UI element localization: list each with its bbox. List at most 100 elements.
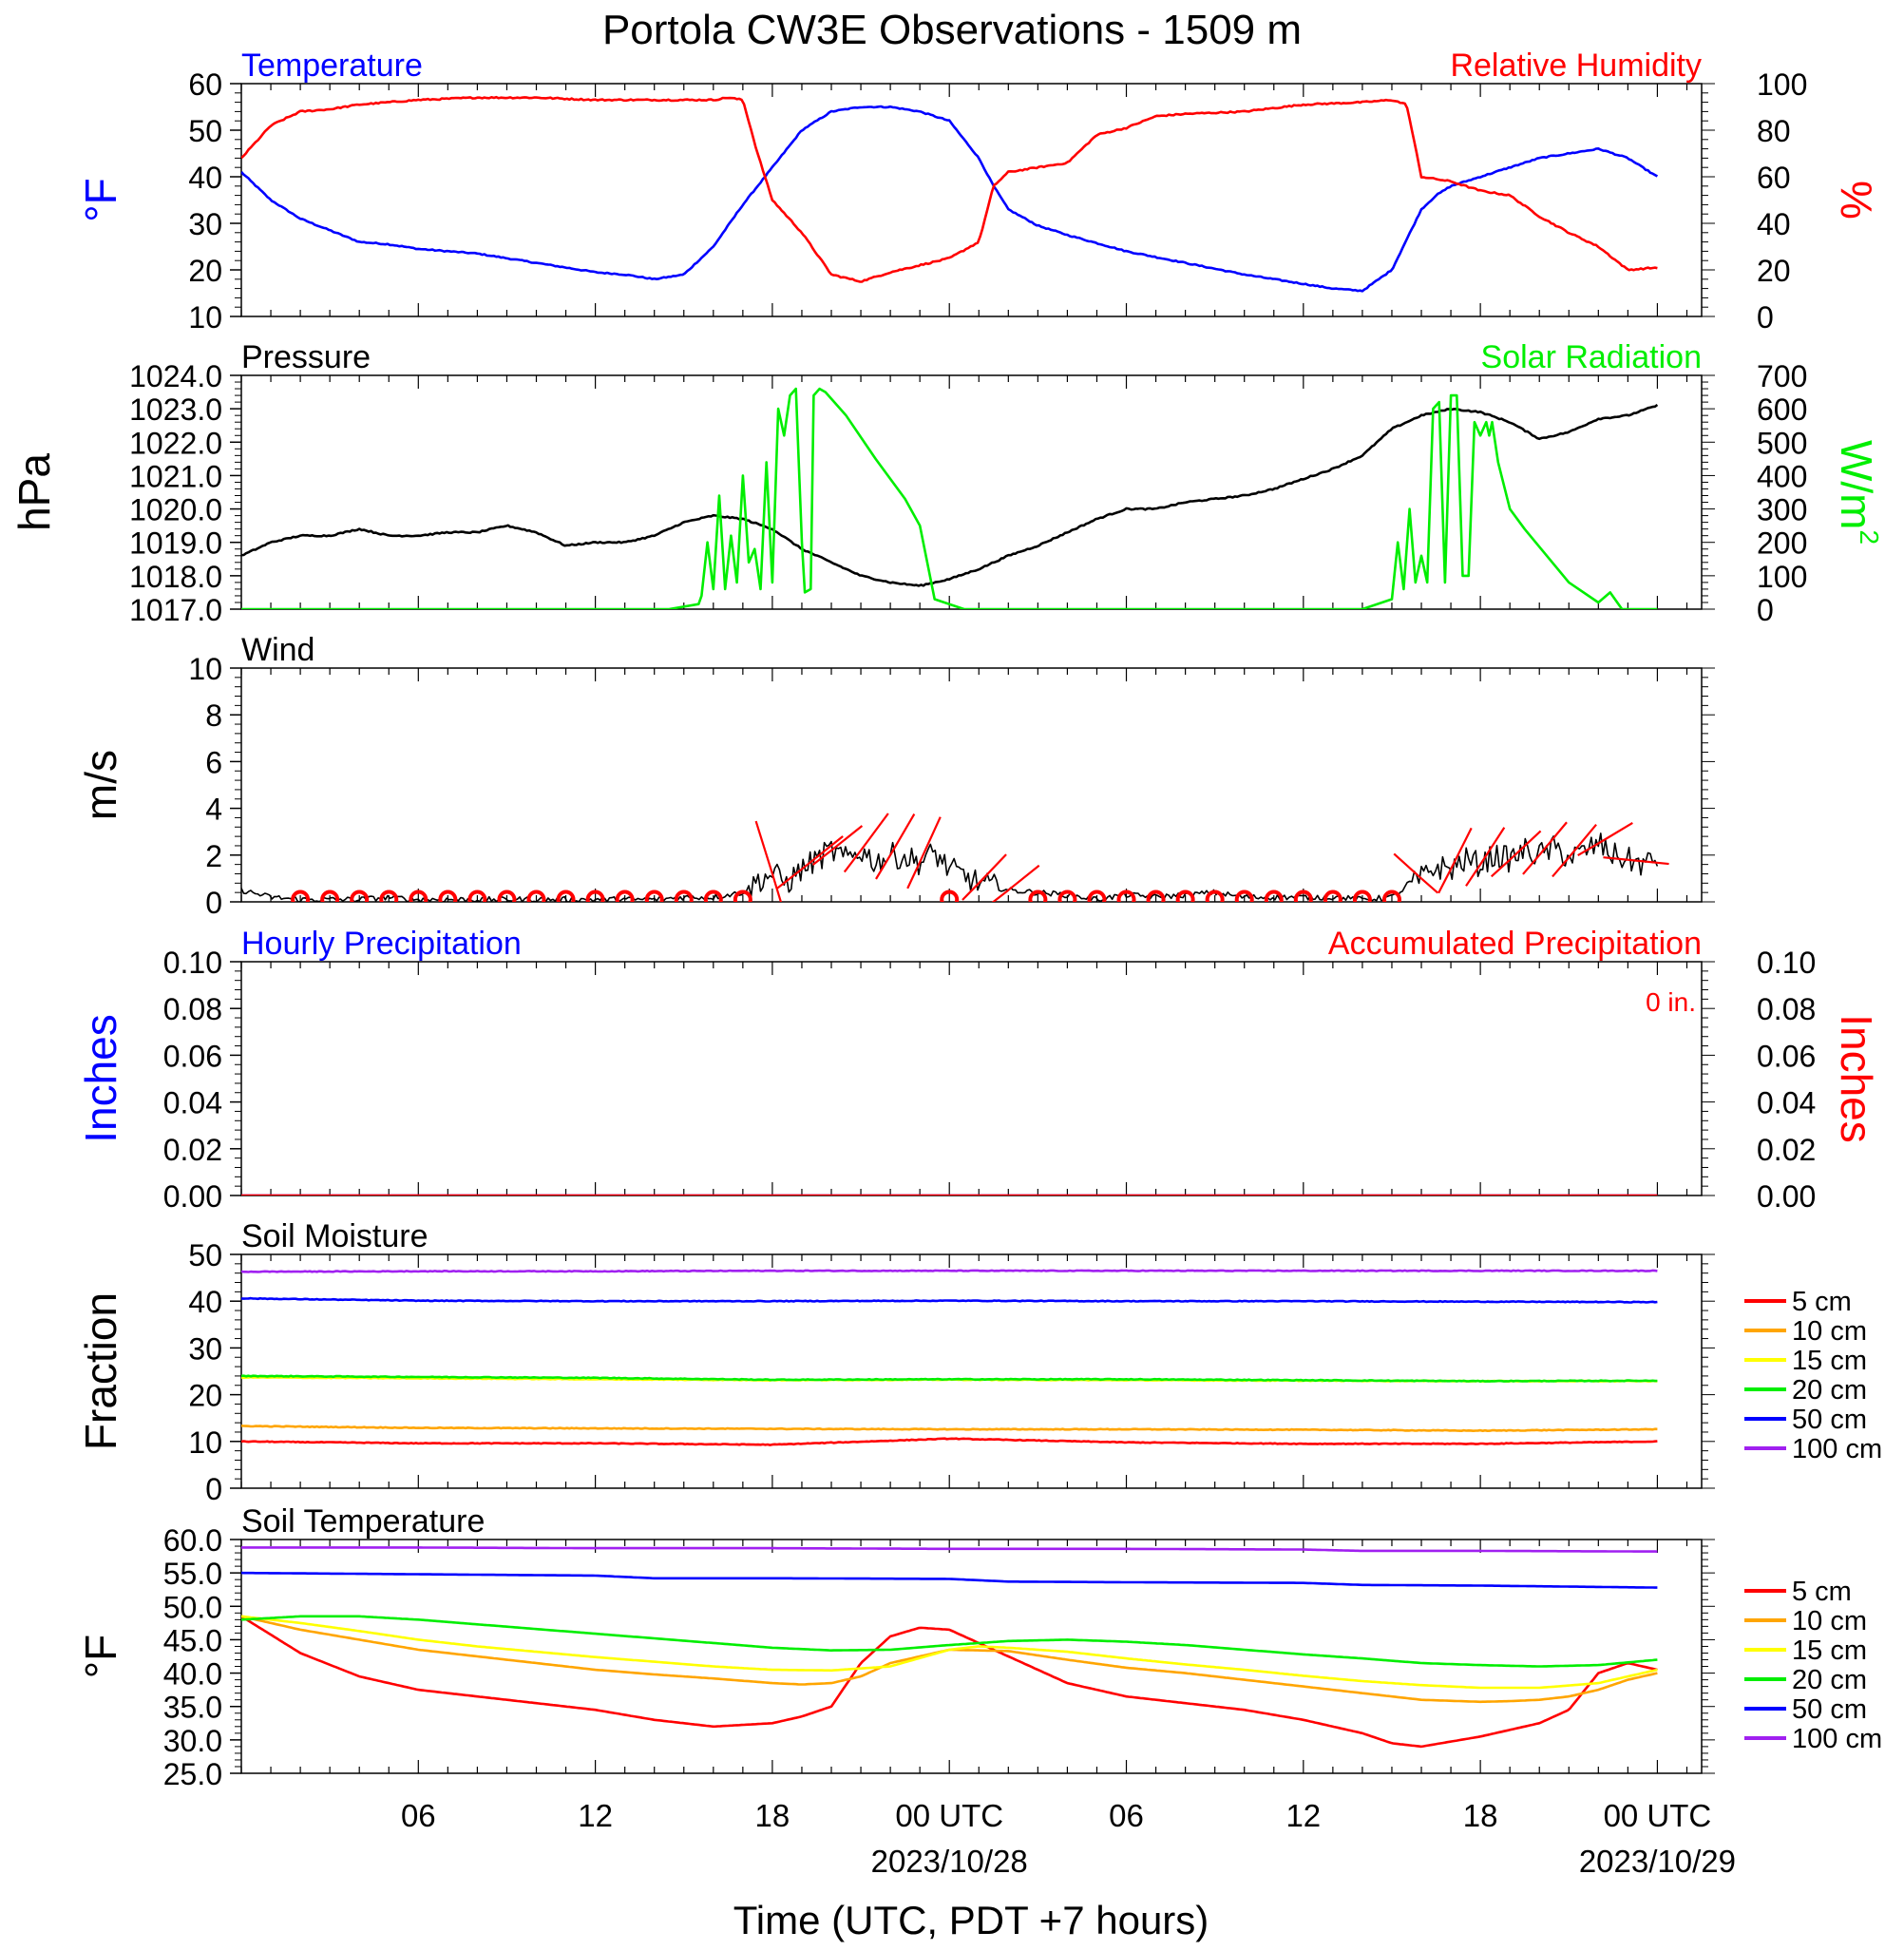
- wind-barb: [1509, 830, 1542, 861]
- data-area: [241, 95, 1659, 293]
- panel-title-left: Wind: [241, 632, 314, 668]
- wind-barb: [771, 873, 783, 902]
- y-tick-label-left: 1024.0: [129, 359, 222, 393]
- y-tick-label-left: 60: [188, 67, 222, 102]
- wind-barb-tail: [776, 868, 803, 889]
- series-line-20-cm: [241, 1615, 1658, 1668]
- y-tick-label-left: 20: [188, 1379, 222, 1413]
- y-tick-label-left: 55.0: [163, 1557, 222, 1591]
- y-axis-label-left: Fraction: [76, 1292, 125, 1450]
- y-tick-label-left: 50: [188, 1238, 222, 1272]
- wind-barb: [1450, 827, 1473, 870]
- wind-barb: [919, 816, 942, 863]
- x-tick-label: 12: [1285, 1798, 1321, 1833]
- y-tick-label-left: 35.0: [163, 1691, 222, 1725]
- wind-calm-marker: [350, 889, 370, 902]
- y-tick-label-right: 400: [1757, 459, 1807, 493]
- y-tick-label-right: 0: [1757, 593, 1774, 627]
- x-tick-label: 06: [401, 1798, 436, 1833]
- y-tick-label-right: 0.02: [1757, 1133, 1816, 1167]
- y-tick-label-left: 40: [188, 1285, 222, 1319]
- wind-barb-tail: [1552, 856, 1571, 878]
- wind-calm-marker: [1146, 889, 1166, 902]
- legend-label-20-cm: 20 cm: [1792, 1665, 1867, 1695]
- panel-title-right: Solar Radiation: [1481, 339, 1702, 375]
- legend-label-10-cm: 10 cm: [1792, 1316, 1867, 1347]
- wind-barb: [860, 813, 889, 851]
- y-tick-label-left: 30.0: [163, 1724, 222, 1758]
- wind-calm-marker: [1381, 889, 1401, 902]
- data-area: [241, 1546, 1658, 1749]
- y-tick-label-left: 6: [205, 745, 222, 779]
- y-tick-label-right: 700: [1757, 359, 1807, 393]
- x-axis-label: Time (UTC, PDT +7 hours): [733, 1898, 1209, 1942]
- x-tick-date-label: 2023/10/29: [1579, 1844, 1736, 1879]
- y-tick-label-left: 40: [188, 161, 222, 195]
- y-tick-label-right: 0: [1757, 300, 1774, 335]
- series-line-temperature: [241, 105, 1659, 293]
- y-tick-label-left: 30: [188, 1331, 222, 1366]
- x-tick-label: 18: [755, 1798, 790, 1833]
- wind-barb-tail: [1603, 856, 1628, 861]
- y-tick-label-right: 20: [1757, 254, 1791, 288]
- wind-calm-marker: [526, 889, 546, 902]
- data-area: [241, 387, 1659, 609]
- wind-calm-marker: [1175, 889, 1195, 902]
- legend-label-20-cm: 20 cm: [1792, 1375, 1867, 1406]
- series-line-solar-radiation: [241, 387, 1658, 609]
- wind-calm-marker: [1116, 889, 1136, 902]
- legend-label-100-cm: 100 cm: [1792, 1434, 1882, 1464]
- panel-pressure-solar: 1017.01018.01019.01020.01021.01022.01023…: [10, 339, 1884, 627]
- wind-barb: [1538, 821, 1568, 856]
- y-axis-label-left: Inches: [76, 1014, 125, 1143]
- wind-calm-marker: [379, 889, 399, 902]
- y-tick-label-left: 1021.0: [129, 459, 222, 493]
- y-tick-label-left: 1019.0: [129, 526, 222, 561]
- y-tick-label-right: 80: [1757, 114, 1791, 148]
- legend-label-10-cm: 10 cm: [1792, 1606, 1867, 1636]
- y-tick-label-left: 40.0: [163, 1657, 222, 1692]
- y-tick-label-left: 45.0: [163, 1623, 222, 1657]
- y-tick-label-right: 40: [1757, 207, 1791, 241]
- y-tick-label-left: 10: [188, 1425, 222, 1460]
- y-tick-label-left: 0: [205, 1472, 222, 1506]
- y-tick-label-right: 60: [1757, 161, 1791, 195]
- wind-calm-marker: [1057, 889, 1077, 902]
- panel-title-left: Pressure: [241, 339, 371, 375]
- y-tick-label-left: 0: [205, 886, 222, 920]
- y-tick-label-left: 20: [188, 254, 222, 288]
- y-tick-label-right: 100: [1757, 67, 1807, 102]
- wind-calm-marker: [1234, 889, 1254, 902]
- y-tick-label-left: 0.08: [163, 992, 222, 1026]
- y-tick-label-left: 0.10: [163, 946, 222, 980]
- panel-frame: [240, 667, 1703, 903]
- series-line-5-cm: [241, 1615, 1658, 1749]
- x-tick-label: 12: [578, 1798, 613, 1833]
- panel-title-left: Soil Moisture: [241, 1218, 428, 1254]
- wind-barb-tail: [1490, 858, 1511, 878]
- y-tick-label-left: 1022.0: [129, 426, 222, 460]
- panel-frame: [240, 1539, 1703, 1774]
- y-tick-label-left: 0.02: [163, 1133, 222, 1167]
- y-tick-label-left: 50.0: [163, 1590, 222, 1624]
- wind-calm-marker: [497, 889, 517, 902]
- y-tick-label-left: 25.0: [163, 1757, 222, 1791]
- wind-calm-marker: [644, 889, 664, 902]
- y-tick-label-left: 1023.0: [129, 392, 222, 427]
- wind-calm-marker: [1264, 889, 1284, 902]
- series-line-20-cm: [241, 1374, 1658, 1383]
- series-line-5-cm: [241, 1437, 1658, 1446]
- wind-calm-marker: [556, 889, 576, 902]
- wind-barb: [801, 835, 844, 870]
- y-axis-label-right: %: [1832, 181, 1881, 220]
- wind-calm-marker: [1323, 889, 1342, 902]
- wind-calm-marker: [409, 889, 428, 902]
- y-tick-label-right: 0.10: [1757, 946, 1816, 980]
- series-line-10-cm: [241, 1425, 1658, 1432]
- data-area: [241, 1269, 1658, 1446]
- wind-barb: [1007, 864, 1040, 891]
